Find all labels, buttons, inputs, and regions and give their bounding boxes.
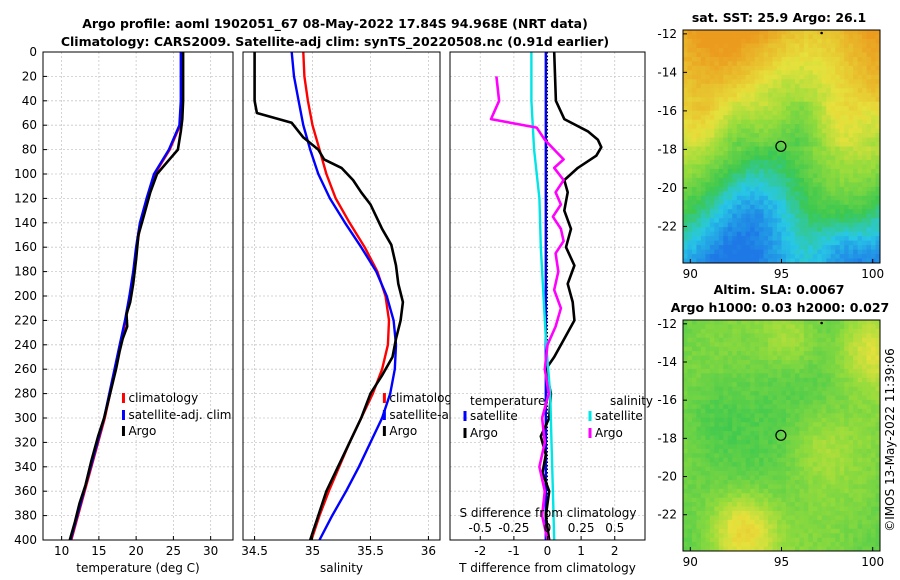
- y-tick-label: -16: [657, 104, 677, 118]
- x2-tick-label: 0: [544, 521, 552, 535]
- y-tick-label: 220: [14, 313, 37, 327]
- x-tick-label: 36: [421, 544, 436, 558]
- series-line-difference-2: [530, 52, 556, 541]
- y-tick-label: -14: [657, 65, 677, 79]
- y-tick-label: 200: [14, 289, 37, 303]
- legend-label: satellite-adj. clim: [128, 408, 231, 422]
- y-tick-label: 260: [14, 362, 37, 376]
- x-tick-label: 2: [611, 544, 619, 558]
- map-image: [683, 320, 881, 552]
- x-tick-label: -2: [474, 544, 486, 558]
- y-tick-label: 140: [14, 216, 37, 230]
- y-tick-label: 360: [14, 484, 37, 498]
- x-tick-label: 0: [544, 544, 552, 558]
- series-line-temperature-2: [68, 52, 185, 541]
- legend-label: Argo: [128, 424, 156, 438]
- y-tick-label: 60: [22, 118, 37, 132]
- legend-label: Argo: [389, 424, 417, 438]
- series-line-salinity-2: [253, 52, 405, 541]
- y-tick-label: 240: [14, 338, 37, 352]
- legend-label: Argo: [470, 426, 498, 440]
- x2-tick-label: -0.25: [498, 521, 529, 535]
- sla-map-title: Altim. SLA: 0.0067: [714, 282, 845, 297]
- y-tick-label: 160: [14, 240, 37, 254]
- legend-label: satellite: [595, 409, 643, 423]
- x-tick-label: -1: [508, 544, 520, 558]
- x-tick-label: 90: [683, 555, 698, 569]
- timestamp-label: ©IMOS 13-May-2022 11:39:06: [883, 348, 897, 532]
- map-dot: [820, 321, 823, 325]
- y-tick-label: 340: [14, 460, 37, 474]
- legend-label: satellite: [470, 409, 518, 423]
- y-tick-label: -16: [657, 393, 677, 407]
- plot-frame: [242, 51, 441, 541]
- map-dot: [820, 31, 823, 35]
- x-tick-label: 20: [128, 544, 143, 558]
- panel-temperature: 10 15 20 25 30020406080100120140160180200220…: [14, 45, 234, 575]
- x-tick-label: 100: [861, 555, 884, 569]
- x-tick-label: 95: [774, 267, 789, 281]
- x-tick-label: 95: [774, 555, 789, 569]
- sst-map-title: sat. SST: 25.9 Argo: 26.1: [692, 10, 866, 25]
- x2-tick-label: 0.25: [568, 521, 595, 535]
- x2-axis-label: S difference from climatology: [460, 506, 637, 520]
- x-tick-label: 100: [861, 267, 884, 281]
- x-tick-label: 25: [166, 544, 181, 558]
- y-tick-label: 280: [14, 387, 37, 401]
- x-tick-label: 34.5: [241, 544, 268, 558]
- y-tick-label: 400: [14, 533, 37, 547]
- y-tick-label: 380: [14, 509, 37, 523]
- y-tick-label: -14: [657, 355, 677, 369]
- panel-sla_map: 90 95 100 -12 -14 -16 -18 -20 -22: [657, 317, 884, 569]
- legend-title-salinity: salinity: [610, 394, 653, 408]
- float-position-marker: [775, 140, 787, 152]
- y-tick-label: 100: [14, 167, 37, 181]
- y-tick-label: -12: [657, 27, 677, 41]
- y-tick-label: 180: [14, 265, 37, 279]
- x2-tick-label: 0.5: [605, 521, 624, 535]
- x-tick-label: 90: [683, 267, 698, 281]
- series-line-salinity-1: [290, 51, 398, 541]
- x-tick-label: 15: [91, 544, 106, 558]
- y-tick-label: -22: [657, 219, 677, 233]
- x-axis-label: T difference from climatology: [458, 561, 636, 575]
- x-tick-label: 35.5: [357, 544, 384, 558]
- legend-label: climatology: [389, 391, 459, 405]
- title-line-1: Argo profile: aoml 1902051_67 08-May-202…: [82, 16, 588, 32]
- y-tick-label: -20: [657, 181, 677, 195]
- legend-label: Argo: [595, 426, 623, 440]
- series-line-difference-3: [489, 76, 565, 541]
- plot-area: [43, 52, 233, 540]
- y-tick-label: 300: [14, 411, 37, 425]
- x-tick-label: 1: [577, 544, 585, 558]
- x-tick-label: 30: [203, 544, 218, 558]
- sla-map-subtitle: Argo h1000: 0.03 h2000: 0.027: [671, 300, 890, 315]
- y-tick-label: 0: [29, 45, 37, 59]
- y-tick-label: 120: [14, 191, 37, 205]
- y-tick-label: 20: [22, 69, 37, 83]
- title-line-2: Climatology: CARS2009. Satellite-adj cli…: [61, 34, 609, 50]
- x-tick-label: 10: [54, 544, 69, 558]
- float-position-marker: [775, 429, 787, 441]
- y-tick-label: -12: [657, 317, 677, 331]
- x-axis-label: salinity: [320, 561, 363, 575]
- x2-tick-label: -0.5: [469, 521, 492, 535]
- legend-title-temperature: temperature: [470, 394, 545, 408]
- panel-difference: -2 -1 0 1 2 T difference from climatology temp…: [449, 51, 653, 575]
- y-tick-label: -20: [657, 470, 677, 484]
- y-tick-label: -18: [657, 142, 677, 156]
- panel-sst_map: 90 95 100 -12 -14 -16 -18 -20 -22: [657, 27, 884, 281]
- y-tick-label: 40: [22, 94, 37, 108]
- panel-salinity: 34.5 35 35.5 36salinityclimatologysatellite…: [241, 51, 492, 575]
- x-axis-label: temperature (deg C): [76, 561, 199, 575]
- y-tick-label: 320: [14, 435, 37, 449]
- x-tick-label: 35: [305, 544, 320, 558]
- y-tick-label: -18: [657, 431, 677, 445]
- y-tick-label: 80: [22, 143, 37, 157]
- map-image: [683, 30, 881, 264]
- legend-label: climatology: [128, 391, 198, 405]
- y-tick-label: -22: [657, 508, 677, 522]
